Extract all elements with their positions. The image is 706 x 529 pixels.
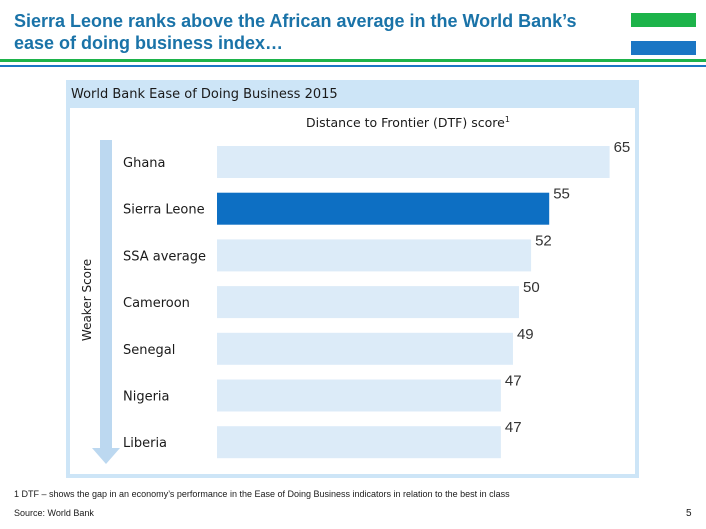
bar-ghana [217, 146, 610, 178]
flag-blue-stripe [631, 41, 696, 55]
chart-title: World Bank Ease of Doing Business 2015 [71, 87, 338, 102]
flag-green-stripe [631, 13, 696, 27]
category-label-sierra-leone: Sierra Leone [123, 203, 205, 218]
subtitle-footnote-mark: 1 [504, 115, 510, 124]
value-label-nigeria: 47 [505, 373, 522, 390]
value-label-liberia: 47 [505, 419, 522, 436]
bar-cameroon [217, 286, 519, 319]
arrow-shaft [100, 140, 112, 448]
category-label-cameroon: Cameroon [123, 296, 190, 311]
value-label-senegal: 49 [517, 326, 534, 343]
category-label-ssa-average: SSA average [123, 249, 206, 264]
category-label-liberia: Liberia [123, 436, 167, 451]
value-label-ssa-average: 52 [535, 232, 552, 249]
category-label-senegal: Senegal [123, 343, 175, 358]
value-label-ghana: 65 [614, 139, 631, 156]
header-rule-blue [0, 65, 706, 67]
category-label-nigeria: Nigeria [123, 390, 170, 405]
bar-nigeria [217, 379, 501, 412]
subtitle-text: Distance to Frontier (DTF) score [306, 115, 505, 131]
category-label-ghana: Ghana [123, 156, 166, 171]
bar-senegal [217, 332, 513, 365]
source-note: Source: World Bank [14, 508, 94, 518]
header-rule-green [0, 59, 706, 62]
bar-ssa-average [217, 239, 532, 272]
value-label-cameroon: 50 [523, 279, 540, 296]
chart-subtitle: Distance to Frontier (DTF) score1 [306, 115, 510, 130]
value-label-sierra-leone: 55 [553, 186, 570, 203]
footnote: 1 DTF – shows the gap in an economy’s pe… [14, 489, 510, 499]
bar-liberia [217, 426, 501, 459]
arrow-head [92, 448, 120, 464]
page-number: 5 [686, 508, 692, 519]
bar-sierra-leone [217, 192, 550, 225]
slide-title: Sierra Leone ranks above the African ave… [14, 11, 577, 53]
weaker-score-arrow [92, 140, 120, 464]
